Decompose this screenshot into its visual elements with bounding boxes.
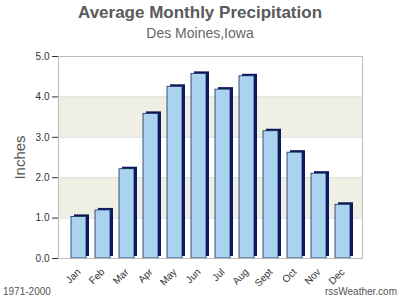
html-text:Des Moines,Iowa: Des Moines,Iowa [146,25,254,41]
svg-text:Jul: Jul [210,266,227,283]
svg-text:1.0: 1.0 [36,212,50,223]
svg-text:Mar: Mar [111,266,131,286]
svg-text:Apr: Apr [136,266,155,285]
svg-text:5.0: 5.0 [36,51,50,62]
svg-text:Aug: Aug [230,266,250,286]
html-text:Average Monthly Precipitation: Average Monthly Precipitation [78,3,322,22]
svg-text:0.0: 0.0 [36,253,50,264]
svg-text:Feb: Feb [87,266,107,286]
svg-text:Oct: Oct [280,266,299,285]
svg-text:Dec: Dec [326,266,346,286]
svg-text:2.0: 2.0 [36,172,50,183]
html-text:rssWeather.com: rssWeather.com [324,286,397,297]
svg-text:Sept: Sept [252,266,274,286]
svg-text:May: May [158,266,179,286]
svg-text:3.0: 3.0 [36,132,50,143]
html-text:1971-2000: 1971-2000 [3,286,51,297]
svg-text:Jan: Jan [63,266,82,285]
svg-text:Jun: Jun [183,266,202,285]
svg-text:Inches: Inches [11,135,28,179]
svg-text:4.0: 4.0 [36,91,50,102]
svg-text:Nov: Nov [302,266,322,286]
